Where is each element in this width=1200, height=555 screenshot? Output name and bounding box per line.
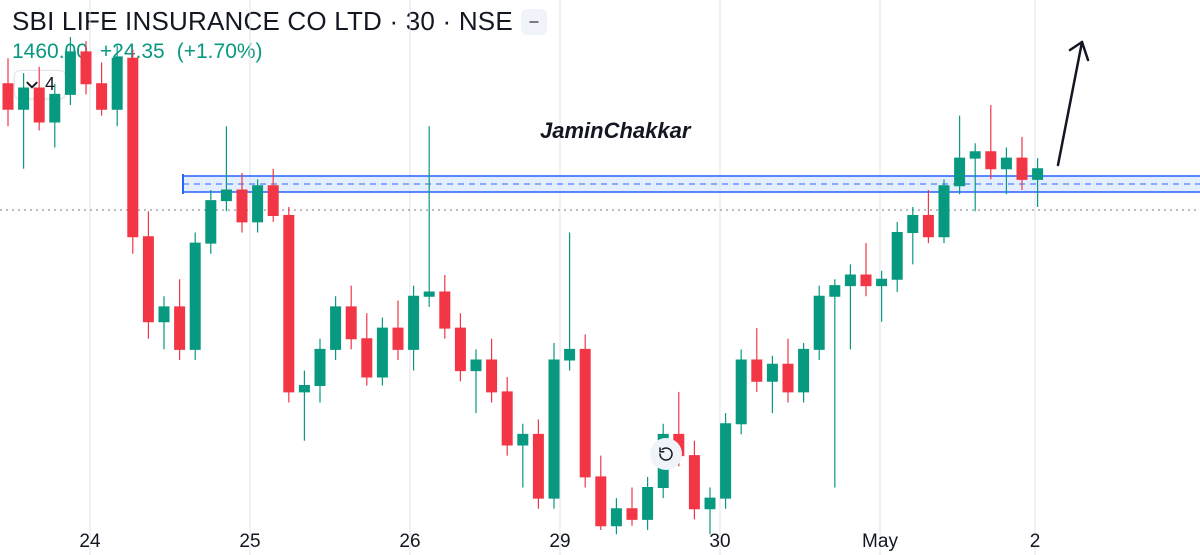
candlestick-chart[interactable] <box>0 0 1200 555</box>
x-axis-tick-label: May <box>862 531 898 553</box>
trend-arrow-annotation <box>1040 30 1120 175</box>
x-axis-tick-label: 26 <box>399 531 420 553</box>
chart-root: SBI LIFE INSURANCE CO LTD · 30 · NSE − 1… <box>0 0 1200 555</box>
watermark-text: JaminChakkar <box>540 118 690 144</box>
refresh-button[interactable] <box>650 438 682 470</box>
x-axis-tick-label: 29 <box>549 531 570 553</box>
x-axis-tick-label: 24 <box>79 531 100 553</box>
x-axis-tick-label: 2 <box>1030 531 1041 553</box>
refresh-icon <box>657 445 675 463</box>
x-axis-tick-label: 25 <box>239 531 260 553</box>
x-axis-tick-label: 30 <box>709 531 730 553</box>
